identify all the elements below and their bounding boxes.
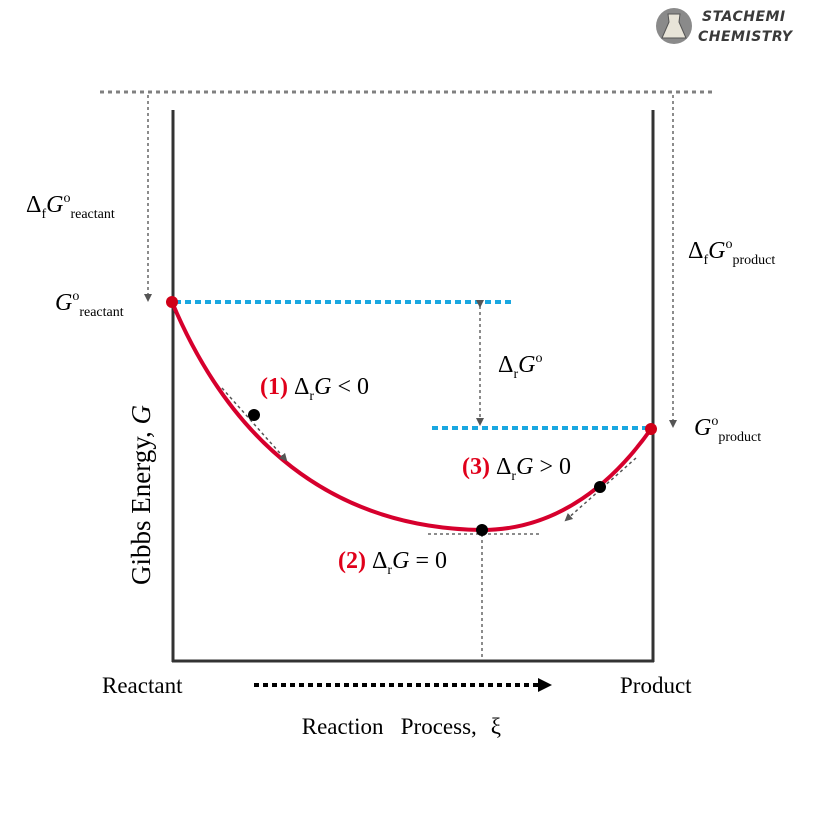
point-3-marker	[594, 481, 606, 493]
delta-f-product-label: ΔfGoproduct	[688, 237, 775, 268]
g-product-label: Goproduct	[694, 414, 761, 445]
point-1-label: (1) ΔrG < 0	[260, 374, 369, 404]
point-1-marker	[248, 409, 260, 421]
g-reactant-label: Goreactant	[55, 289, 124, 320]
tangent-arrow-point1	[221, 387, 288, 462]
point-3-label: (3) ΔrG > 0	[462, 454, 571, 484]
product-endpoint	[645, 423, 657, 435]
gibbs-energy-curve	[170, 301, 653, 533]
delta-f-reactant-label: ΔfGoreactant	[26, 191, 115, 222]
reactant-endpoint	[166, 296, 178, 308]
point-2-marker	[476, 524, 488, 536]
x-axis-reactant-label: Reactant	[102, 673, 183, 698]
delta-r-g-standard-label: ΔrGo	[498, 351, 542, 382]
x-axis-product-label: Product	[620, 673, 692, 698]
brand-logo: STACHEMI CHEMISTRY	[656, 8, 794, 45]
point-2-label: (2) ΔrG = 0	[338, 548, 447, 578]
brand-line2: CHEMISTRY	[698, 29, 794, 45]
y-axis-title: Gibbs Energy, G	[126, 405, 156, 585]
flask-logo-figure	[661, 13, 687, 39]
brand-line1: STACHEMI	[702, 9, 786, 25]
x-axis-title: Reaction Process, ξ	[273, 714, 518, 739]
